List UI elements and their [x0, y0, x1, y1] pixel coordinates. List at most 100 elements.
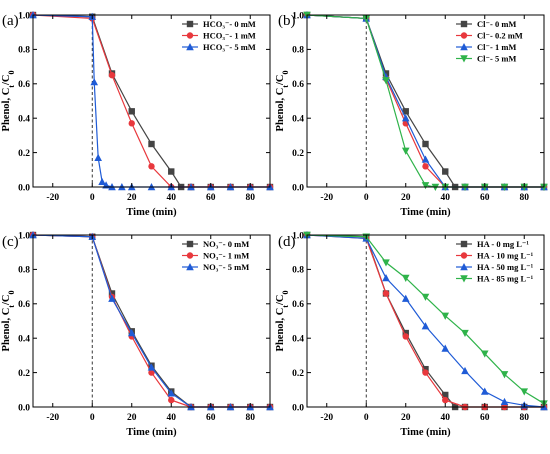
data-point-series-2	[500, 397, 509, 406]
data-point-series-0	[442, 391, 449, 399]
legend-marker	[460, 43, 468, 51]
panel-label: (d)	[278, 234, 296, 250]
x-tick-label: 20	[401, 413, 411, 423]
data-point-series-2	[401, 114, 410, 122]
y-tick-label: 0.0	[292, 403, 304, 413]
legend-marker	[186, 263, 194, 271]
x-axis-title: Time (min)	[126, 207, 177, 218]
data-point-series-2	[108, 294, 116, 302]
y-tick-label: 1.0	[18, 11, 30, 21]
legend-entry: Cl⁻- 0.2 mM	[477, 31, 523, 41]
data-point-series-1	[148, 163, 155, 170]
y-tick-label: 0.8	[292, 266, 304, 276]
x-tick-label: 80	[520, 413, 530, 423]
legend-entry: HA - 10 mg L⁻¹	[477, 251, 534, 261]
data-point-series-2	[461, 366, 469, 375]
legend-entry: HA - 85 mg L⁻¹	[477, 274, 534, 284]
data-point-series-2	[441, 344, 450, 352]
data-point-series-2	[382, 274, 390, 282]
x-tick-label: 60	[206, 413, 216, 423]
legend-entry: NO₃⁻- 0 mM	[203, 239, 249, 249]
x-tick-label: 0	[90, 413, 95, 423]
y-axis-title: Phenol, Ct/C0	[1, 71, 16, 132]
data-point-series-0	[422, 140, 429, 148]
plot-frame	[32, 14, 271, 188]
y-tick-label: 0.8	[292, 46, 304, 56]
data-point-series-1	[382, 290, 390, 297]
x-tick-label: 0	[364, 193, 369, 203]
panel-label: (a)	[2, 13, 19, 29]
legend-marker	[460, 32, 468, 39]
series-line-1	[32, 14, 270, 188]
data-point-series-1	[402, 333, 409, 340]
data-point-series-1	[168, 396, 175, 404]
data-point-series-2	[421, 322, 430, 330]
y-tick-label: 0.0	[292, 183, 304, 193]
data-point-series-3	[500, 371, 509, 379]
y-tick-label: 0.6	[18, 300, 30, 310]
legend-entry: HCO₃⁻- 0 mM	[203, 19, 256, 29]
y-tick-label: 0.4	[292, 335, 304, 345]
data-point-series-3	[382, 77, 390, 85]
x-tick-label: 20	[401, 193, 411, 203]
series-line-2	[32, 14, 270, 188]
data-point-series-2	[421, 155, 430, 163]
series-line-2	[306, 234, 545, 408]
data-point-series-2	[167, 389, 176, 397]
panel-d: -20 0 20 40 60 80 0.0 0.2 0.4 0.6 0.8 1.0 Time (min)…	[278, 231, 548, 438]
series-line-0	[32, 14, 270, 188]
y-tick-label: 0.6	[292, 80, 304, 90]
y-tick-label: 0.0	[18, 403, 30, 413]
data-point-series-3	[441, 312, 450, 320]
legend-marker	[460, 55, 468, 63]
x-tick-label: 40	[167, 413, 177, 423]
panel-c: -20 0 20 40 60 80 0.0 0.2 0.4 0.6 0.8 1.0 Time (min)…	[2, 231, 274, 438]
y-axis-title: Phenol, Ct/C0	[1, 291, 16, 352]
x-tick-label: 60	[206, 193, 216, 203]
x-tick-label: -20	[320, 413, 333, 423]
data-point-series-0	[128, 108, 135, 115]
data-point-series-3	[461, 329, 469, 338]
x-tick-label: -20	[46, 413, 59, 423]
series-line-0	[306, 234, 544, 408]
y-tick-label: 0.4	[18, 335, 30, 345]
data-point-series-3	[401, 147, 410, 155]
data-point-series-2	[127, 329, 136, 337]
x-axis-title: Time (min)	[400, 207, 451, 218]
data-point-series-1	[148, 369, 155, 376]
legend-entry: Cl⁻- 1 mM	[477, 42, 516, 52]
data-point-series-1	[422, 163, 429, 170]
legend-marker	[186, 43, 194, 51]
y-tick-label: 1.0	[292, 231, 304, 241]
series-line-1	[306, 234, 544, 408]
x-tick-label: 20	[127, 413, 137, 423]
x-tick-label: 20	[127, 193, 137, 203]
y-tick-label: 0.2	[292, 149, 304, 159]
data-point-series-2	[90, 78, 99, 86]
panel-b: -20 0 20 40 60 80 0.0 0.2 0.4 0.6 0.8 1.0 Time (min)…	[278, 11, 548, 218]
data-point-series-2	[480, 387, 489, 395]
y-tick-label: 0.2	[18, 369, 30, 379]
data-point-series-3	[480, 350, 489, 358]
x-tick-label: -20	[320, 193, 333, 203]
y-tick-label: 0.0	[18, 183, 30, 193]
y-axis-title: Phenol, Ct/C0	[275, 71, 290, 132]
x-tick-label: 80	[246, 413, 256, 423]
series-line-2	[32, 234, 270, 408]
plot-frame	[306, 234, 545, 408]
data-point-series-3	[382, 259, 390, 267]
data-point-series-3	[520, 388, 529, 396]
legend-marker	[460, 252, 468, 259]
y-tick-label: 0.6	[292, 300, 304, 310]
data-point-series-2	[147, 363, 156, 371]
legend-marker	[460, 20, 468, 28]
x-tick-label: 40	[441, 413, 451, 423]
data-point-series-2	[98, 177, 106, 186]
panel-label: (b)	[278, 13, 296, 29]
x-tick-label: 60	[480, 193, 490, 203]
legend-marker	[186, 20, 194, 28]
data-point-series-1	[422, 369, 429, 376]
data-point-series-3	[401, 274, 410, 282]
